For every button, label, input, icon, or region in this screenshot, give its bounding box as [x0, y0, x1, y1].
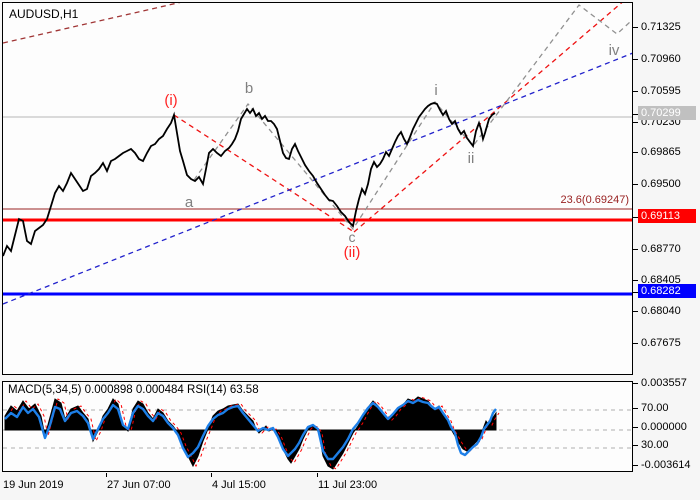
- axis-tick-label: 0.000000: [641, 421, 687, 433]
- wave-label-iv: iv: [609, 42, 620, 59]
- wave-label-pip: (i): [164, 92, 177, 109]
- wave-label-i: i: [434, 82, 437, 99]
- axis-tick-label: 70.00: [641, 402, 669, 414]
- axis-tick-label: 0.69865: [641, 146, 681, 158]
- red-decline-i-c: [173, 114, 355, 233]
- axis-tick-label: 30.00: [641, 439, 669, 451]
- axis-tick-mark: [633, 59, 638, 60]
- indicator-panel[interactable]: MACD(5,34,5) 0.000898 0.000484 RSI(14) 6…: [2, 381, 633, 472]
- indicator-canvas[interactable]: [3, 382, 632, 471]
- macd-signal-line: [7, 396, 500, 470]
- axis-tick-mark: [633, 280, 638, 281]
- axis-tick-mark: [633, 311, 638, 312]
- axis-tick-label: 0.70595: [641, 85, 681, 97]
- date-tick-mark: [317, 473, 318, 477]
- blue-trendline: [3, 52, 632, 305]
- axis-tick-mark: [633, 249, 638, 250]
- price-axis: 0.71325 0.70960 0.70595 0.70230 0.69865 0.695…: [633, 0, 700, 473]
- red-projection-up: [353, 3, 623, 233]
- date-tick-mark: [106, 473, 107, 477]
- axis-tick-mark: [633, 122, 638, 123]
- date-axis-label: 27 Jun 07:00: [107, 479, 171, 491]
- wave-label-c: c: [349, 229, 356, 245]
- price-level-badge: 0.70299: [638, 106, 696, 120]
- axis-tick-mark: [633, 184, 638, 185]
- axis-tick-label: 0.69500: [641, 178, 681, 190]
- axis-tick-mark: [633, 217, 638, 218]
- price-line: [3, 102, 496, 257]
- axis-tick-label: 0.68770: [641, 243, 681, 255]
- axis-tick-mark: [633, 91, 638, 92]
- wave-label-b: b: [245, 80, 253, 97]
- axis-tick-label: 0.68040: [641, 305, 681, 317]
- date-tick-mark: [211, 473, 212, 477]
- axis-tick-mark: [633, 383, 638, 384]
- axis-tick-label: 0.71325: [641, 21, 681, 33]
- maroon-channel-line: [3, 3, 181, 44]
- rsi-line: [4, 398, 497, 461]
- axis-tick-mark: [633, 152, 638, 153]
- axis-tick-label: 0.003557: [641, 377, 687, 389]
- axis-tick-mark: [633, 292, 638, 293]
- date-axis-label: 4 Jul 15:00: [212, 479, 266, 491]
- axis-tick-label: -0.003614: [641, 459, 691, 471]
- main-chart-plot[interactable]: 23.6(0.69247) (i) b a c (ii) i ii iv AUDUSD,H1: [2, 2, 633, 375]
- axis-tick-mark: [633, 465, 638, 466]
- gray-wave-path: [193, 4, 632, 231]
- macd-histogram-area: [4, 396, 497, 470]
- price-level-badge: 0.68282: [638, 284, 696, 298]
- axis-tick-mark: [633, 27, 638, 28]
- symbol-timeframe-label: AUDUSD,H1: [9, 7, 79, 21]
- axis-tick-mark: [633, 445, 638, 446]
- axis-tick-mark: [633, 114, 638, 115]
- wave-label-piip: (ii): [344, 244, 361, 261]
- axis-tick-mark: [633, 408, 638, 409]
- axis-tick-label: 0.67675: [641, 337, 681, 349]
- axis-tick-mark: [633, 427, 638, 428]
- wave-label-a: a: [185, 194, 194, 211]
- axis-tick-label: 0.70960: [641, 53, 681, 65]
- fib-level-label: 23.6(0.69247): [561, 194, 630, 206]
- axis-tick-mark: [633, 343, 638, 344]
- wave-label-ii: ii: [468, 150, 475, 167]
- axis-tick-label: 0.68405: [641, 274, 681, 286]
- indicator-values-label: MACD(5,34,5) 0.000898 0.000484 RSI(14) 6…: [8, 384, 259, 396]
- date-axis-label: 11 Jul 23:00: [318, 479, 378, 491]
- date-axis: 19 Jun 2019 27 Jun 07:00 4 Jul 15:00 11 Jul…: [0, 473, 700, 500]
- date-axis-label: 19 Jun 2019: [3, 479, 64, 491]
- price-level-badge: 0.69113: [638, 209, 696, 223]
